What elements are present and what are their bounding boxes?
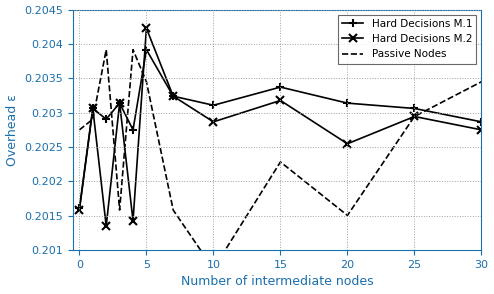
Line: Passive Nodes: Passive Nodes xyxy=(80,50,482,269)
Hard Decisions M.2 xyxy=(210,120,216,123)
Hard Decisions M.2 xyxy=(130,219,136,223)
Hard Decisions M.2 xyxy=(143,26,149,30)
Hard Decisions M.2 xyxy=(90,107,96,110)
Passive Nodes xyxy=(130,48,136,51)
Passive Nodes xyxy=(210,267,216,271)
Hard Decisions M.2 xyxy=(344,142,350,146)
Hard Decisions M.1 xyxy=(344,101,350,105)
Line: Hard Decisions M.2: Hard Decisions M.2 xyxy=(75,24,486,230)
Hard Decisions M.1 xyxy=(143,48,149,51)
Hard Decisions M.1 xyxy=(278,85,284,89)
Hard Decisions M.1 xyxy=(130,128,136,132)
Passive Nodes xyxy=(278,160,284,164)
Legend: Hard Decisions M.1, Hard Decisions M.2, Passive Nodes: Hard Decisions M.1, Hard Decisions M.2, … xyxy=(338,15,476,64)
Hard Decisions M.2 xyxy=(77,208,82,212)
Line: Hard Decisions M.1: Hard Decisions M.1 xyxy=(75,46,486,213)
Hard Decisions M.1 xyxy=(210,103,216,107)
Passive Nodes xyxy=(143,80,149,83)
Hard Decisions M.2 xyxy=(103,224,109,228)
Hard Decisions M.2 xyxy=(278,99,284,102)
Hard Decisions M.2 xyxy=(170,94,176,98)
Passive Nodes xyxy=(90,117,96,121)
Hard Decisions M.1 xyxy=(412,107,417,110)
Hard Decisions M.1 xyxy=(77,207,82,210)
Hard Decisions M.2 xyxy=(117,101,123,105)
Y-axis label: Overhead ε: Overhead ε xyxy=(5,94,19,166)
Hard Decisions M.1 xyxy=(170,94,176,98)
Hard Decisions M.1 xyxy=(90,107,96,110)
Passive Nodes xyxy=(412,115,417,118)
Passive Nodes xyxy=(77,128,82,132)
Hard Decisions M.2 xyxy=(479,128,485,132)
Passive Nodes xyxy=(117,208,123,212)
X-axis label: Number of intermediate nodes: Number of intermediate nodes xyxy=(181,275,373,288)
Hard Decisions M.1 xyxy=(117,101,123,105)
Hard Decisions M.2 xyxy=(412,115,417,118)
Hard Decisions M.1 xyxy=(103,117,109,121)
Passive Nodes xyxy=(170,208,176,212)
Passive Nodes xyxy=(479,80,485,83)
Hard Decisions M.1 xyxy=(479,120,485,123)
Passive Nodes xyxy=(344,214,350,217)
Passive Nodes xyxy=(103,48,109,51)
